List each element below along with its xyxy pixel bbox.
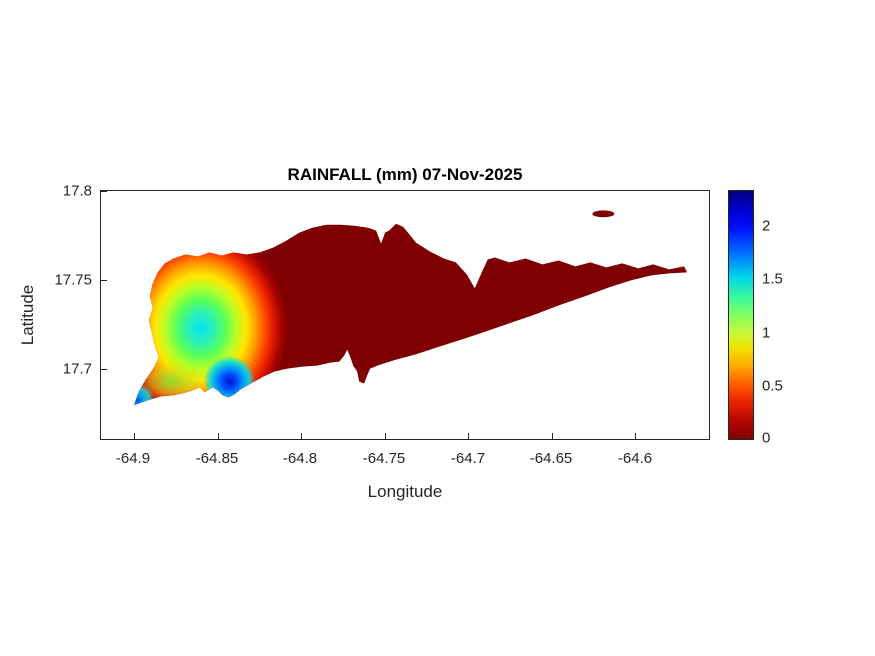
- y-tick-label: 17.75: [54, 271, 92, 289]
- y-axis-label: Latitude: [18, 284, 37, 346]
- x-tick-label: -64.65: [529, 450, 573, 467]
- colorbar-tick-label: 0: [762, 429, 771, 447]
- plot-area: [100, 190, 710, 440]
- buck-island: [592, 210, 615, 218]
- x-tick-label: -64.85: [195, 450, 239, 467]
- x-tick-label: -64.8: [282, 450, 318, 467]
- x-tick-label: -64.7: [450, 450, 486, 467]
- x-tick-mark: [635, 433, 636, 439]
- y-tick-mark: [101, 369, 107, 370]
- colorbar-tick-label: 2: [762, 217, 771, 235]
- x-tick-mark: [134, 433, 135, 439]
- rainfall-heat-overlay: [133, 226, 289, 406]
- x-tick-mark: [552, 433, 553, 439]
- colorbar-tick-label: 0.5: [762, 377, 783, 395]
- y-tick-mark: [101, 191, 107, 192]
- x-tick-label: -64.9: [115, 450, 151, 467]
- colorbar-tick-label: 1.5: [762, 270, 783, 288]
- colorbar-tick-label: 1: [762, 324, 771, 342]
- x-tick-label: -64.6: [617, 450, 653, 467]
- y-tick-label: 17.7: [62, 360, 92, 378]
- x-tick-label: -64.75: [362, 450, 406, 467]
- y-tick-mark: [101, 280, 107, 281]
- x-tick-mark: [301, 433, 302, 439]
- rainfall-map-svg: [133, 210, 688, 406]
- rain-maximum-spot: [203, 355, 256, 406]
- colorbar: [728, 190, 754, 440]
- y-tick-label: 17.8: [62, 182, 92, 200]
- x-tick-mark: [468, 433, 469, 439]
- x-axis-label: Longitude: [367, 482, 443, 501]
- x-tick-mark: [385, 433, 386, 439]
- rain-west-tip-spot: [133, 383, 155, 406]
- rain-southwest-shore-band: [136, 361, 205, 402]
- x-tick-mark: [218, 433, 219, 439]
- plot-title: RAINFALL (mm) 07-Nov-2025: [287, 165, 523, 184]
